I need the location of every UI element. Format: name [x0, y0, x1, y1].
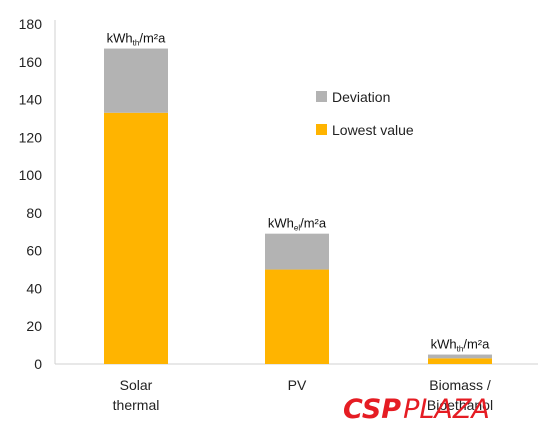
- y-tick-label: 180: [19, 16, 43, 32]
- y-tick-label: 20: [26, 318, 42, 334]
- x-tick-label: Biomass /: [429, 377, 491, 393]
- bar-deviation: [104, 48, 168, 113]
- bar-deviation: [428, 354, 492, 359]
- bar-deviation: [265, 233, 329, 270]
- y-tick-label: 40: [26, 280, 42, 296]
- x-tick-label: Bioethanol: [427, 397, 493, 413]
- x-tick-label: Solar: [120, 377, 153, 393]
- legend-swatch-deviation: [316, 91, 327, 102]
- x-tick-label: thermal: [113, 397, 160, 413]
- bars: [104, 48, 492, 365]
- watermark-csp: CSPPLAZA: [343, 394, 490, 425]
- y-tick-label: 0: [34, 356, 42, 372]
- legend-swatch-lowest-value: [316, 124, 327, 135]
- legend-label-lowest-value: Lowest value: [332, 122, 414, 138]
- legend: Deviation Lowest value: [316, 89, 414, 138]
- y-tick-label: 140: [19, 92, 43, 108]
- y-tick-label: 60: [26, 243, 42, 259]
- csp-plaza-watermark: CSPPLAZA: [343, 394, 490, 425]
- y-tick-label: 80: [26, 205, 42, 221]
- x-axis-labels: Solar thermal PV Biomass / Bioethanol: [113, 377, 493, 413]
- bar-unit-label: kWhth/m²a: [107, 31, 166, 48]
- bar-lowest-value: [428, 358, 492, 364]
- bar-unit-label: kWhel/m²a: [268, 216, 327, 233]
- y-tick-label: 120: [19, 129, 43, 145]
- bar-unit-label: kWhth/m²a: [431, 337, 490, 354]
- y-tick-label: 160: [19, 54, 43, 70]
- x-tick-label: PV: [288, 377, 307, 393]
- legend-label-deviation: Deviation: [332, 89, 390, 105]
- bar-lowest-value: [104, 112, 168, 365]
- bar-lowest-value: [265, 269, 329, 364]
- bar-annotations: kWhth/m²a kWhel/m²a kWhth/m²a: [107, 31, 490, 354]
- y-tick-label: 100: [19, 167, 43, 183]
